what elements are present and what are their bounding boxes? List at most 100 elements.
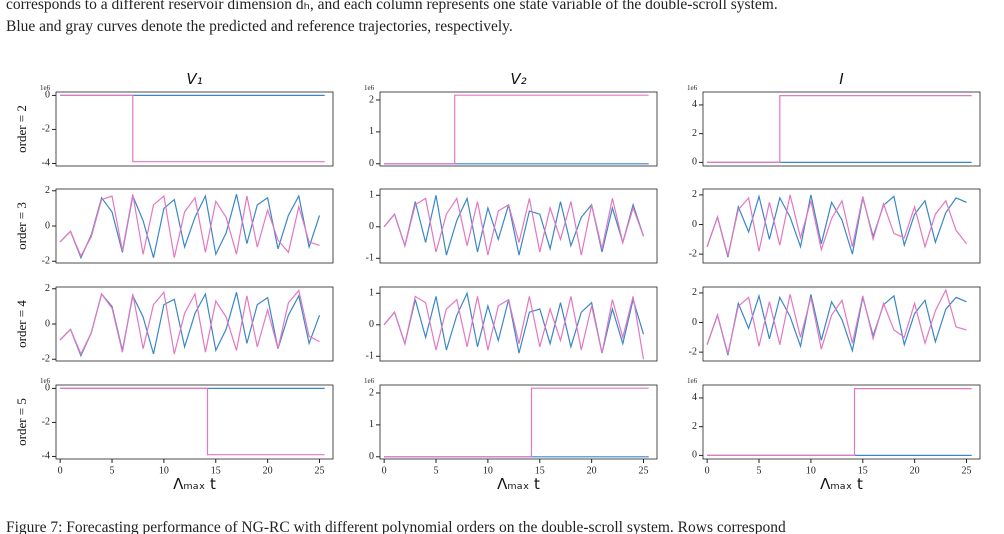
- y-tick-label: 2: [692, 189, 697, 200]
- y-tick-label: 0: [692, 219, 697, 230]
- x-tick-label: 15: [211, 465, 221, 476]
- y-tick-label: 0: [369, 319, 374, 330]
- x-axis-label: Λₘₐₓ t: [497, 475, 540, 493]
- x-tick-label: 0: [382, 465, 387, 476]
- y-tick-label: 2: [692, 128, 697, 139]
- column-title: I: [839, 70, 844, 88]
- caption-line: Blue and gray curves denote the predicte…: [6, 18, 513, 35]
- y-tick-label: 1: [369, 126, 374, 137]
- axes-frame: [55, 188, 334, 264]
- axes-frame: [379, 91, 658, 167]
- caption-line: corresponds to a different reservoir dim…: [6, 0, 778, 13]
- axes-frame: [379, 286, 658, 362]
- x-tick-label: 0: [705, 465, 710, 476]
- y-offset-label: 1e6: [687, 377, 698, 385]
- x-tick-label: 10: [483, 465, 493, 476]
- x-tick-label: 5: [110, 465, 115, 476]
- y-tick-label: 2: [692, 287, 697, 298]
- y-tick-label: -2: [689, 248, 697, 259]
- y-tick-label: -2: [42, 417, 50, 428]
- series-line: [706, 288, 967, 354]
- y-tick-label: 4: [692, 392, 697, 403]
- column-title: V₁: [186, 70, 202, 88]
- x-tick-label: 20: [263, 465, 273, 476]
- y-offset-label: 1e6: [40, 84, 51, 92]
- y-offset-label: 1e6: [364, 84, 375, 92]
- series-line: [383, 196, 645, 256]
- y-tick-label: 0: [369, 451, 374, 462]
- y-offset-label: 1e6: [364, 377, 375, 385]
- axes-frame: [55, 286, 334, 362]
- y-tick-label: 0: [369, 158, 374, 169]
- y-tick-label: 1: [369, 419, 374, 430]
- axes-frame: [55, 91, 334, 167]
- x-tick-label: 25: [639, 465, 649, 476]
- x-tick-label: 15: [535, 465, 545, 476]
- y-tick-label: 0: [45, 90, 50, 101]
- y-tick-label: -2: [42, 256, 50, 267]
- series-line: [383, 295, 645, 360]
- y-tick-label: 4: [692, 99, 697, 110]
- x-tick-label: 25: [962, 465, 972, 476]
- series-line: [706, 194, 967, 256]
- y-tick-label: 2: [45, 283, 50, 294]
- y-tick-label: 0: [45, 318, 50, 329]
- x-tick-label: 20: [910, 465, 920, 476]
- x-tick-label: 25: [315, 465, 325, 476]
- x-axis-label: Λₘₐₓ t: [173, 475, 216, 493]
- series-line: [60, 94, 325, 163]
- y-tick-label: -4: [42, 158, 50, 169]
- x-tick-label: 10: [806, 465, 816, 476]
- axes-frame: [702, 91, 981, 167]
- axes-frame: [55, 384, 334, 460]
- y-tick-label: 2: [692, 421, 697, 432]
- y-tick-label: 2: [369, 94, 374, 105]
- y-axis-label: order = 4: [14, 300, 29, 348]
- axes-frame: [702, 286, 981, 362]
- series-line: [384, 387, 649, 458]
- y-tick-label: -1: [366, 253, 374, 264]
- column-title: V₂: [510, 70, 526, 88]
- axes-frame: [702, 384, 981, 460]
- series-line: [59, 194, 320, 258]
- y-tick-label: -2: [689, 346, 697, 357]
- y-tick-label: 1: [369, 190, 374, 201]
- y-axis-label: order = 5: [14, 398, 29, 446]
- y-tick-label: 0: [692, 157, 697, 168]
- x-tick-label: 5: [434, 465, 439, 476]
- x-axis-label: Λₘₐₓ t: [820, 475, 863, 493]
- axes-frame: [379, 188, 658, 264]
- series-line: [384, 94, 649, 165]
- x-tick-label: 0: [58, 465, 63, 476]
- y-tick-label: 2: [45, 185, 50, 196]
- y-axis-label: order = 3: [14, 202, 29, 250]
- axes-frame: [702, 188, 981, 264]
- y-tick-label: -2: [42, 124, 50, 135]
- x-tick-label: 15: [858, 465, 868, 476]
- series-line: [706, 194, 967, 258]
- y-offset-label: 1e6: [687, 84, 698, 92]
- series-line: [707, 388, 972, 456]
- series-line: [59, 289, 320, 356]
- series-line: [60, 387, 325, 456]
- y-tick-label: -2: [42, 354, 50, 365]
- y-tick-label: 0: [369, 221, 374, 232]
- y-tick-label: 0: [45, 383, 50, 394]
- series-line: [383, 195, 645, 256]
- y-tick-label: -4: [42, 451, 50, 462]
- y-tick-label: 0: [45, 220, 50, 231]
- y-tick-label: 1: [369, 288, 374, 299]
- y-tick-label: -1: [366, 351, 374, 362]
- y-offset-label: 1e6: [40, 377, 51, 385]
- x-tick-label: 10: [159, 465, 169, 476]
- y-tick-label: 0: [692, 317, 697, 328]
- x-tick-label: 20: [587, 465, 597, 476]
- series-line: [707, 95, 972, 163]
- x-tick-label: 5: [757, 465, 762, 476]
- y-tick-label: 0: [692, 450, 697, 461]
- axes-frame: [379, 384, 658, 460]
- y-tick-label: 2: [369, 387, 374, 398]
- y-axis-label: order = 2: [14, 105, 29, 153]
